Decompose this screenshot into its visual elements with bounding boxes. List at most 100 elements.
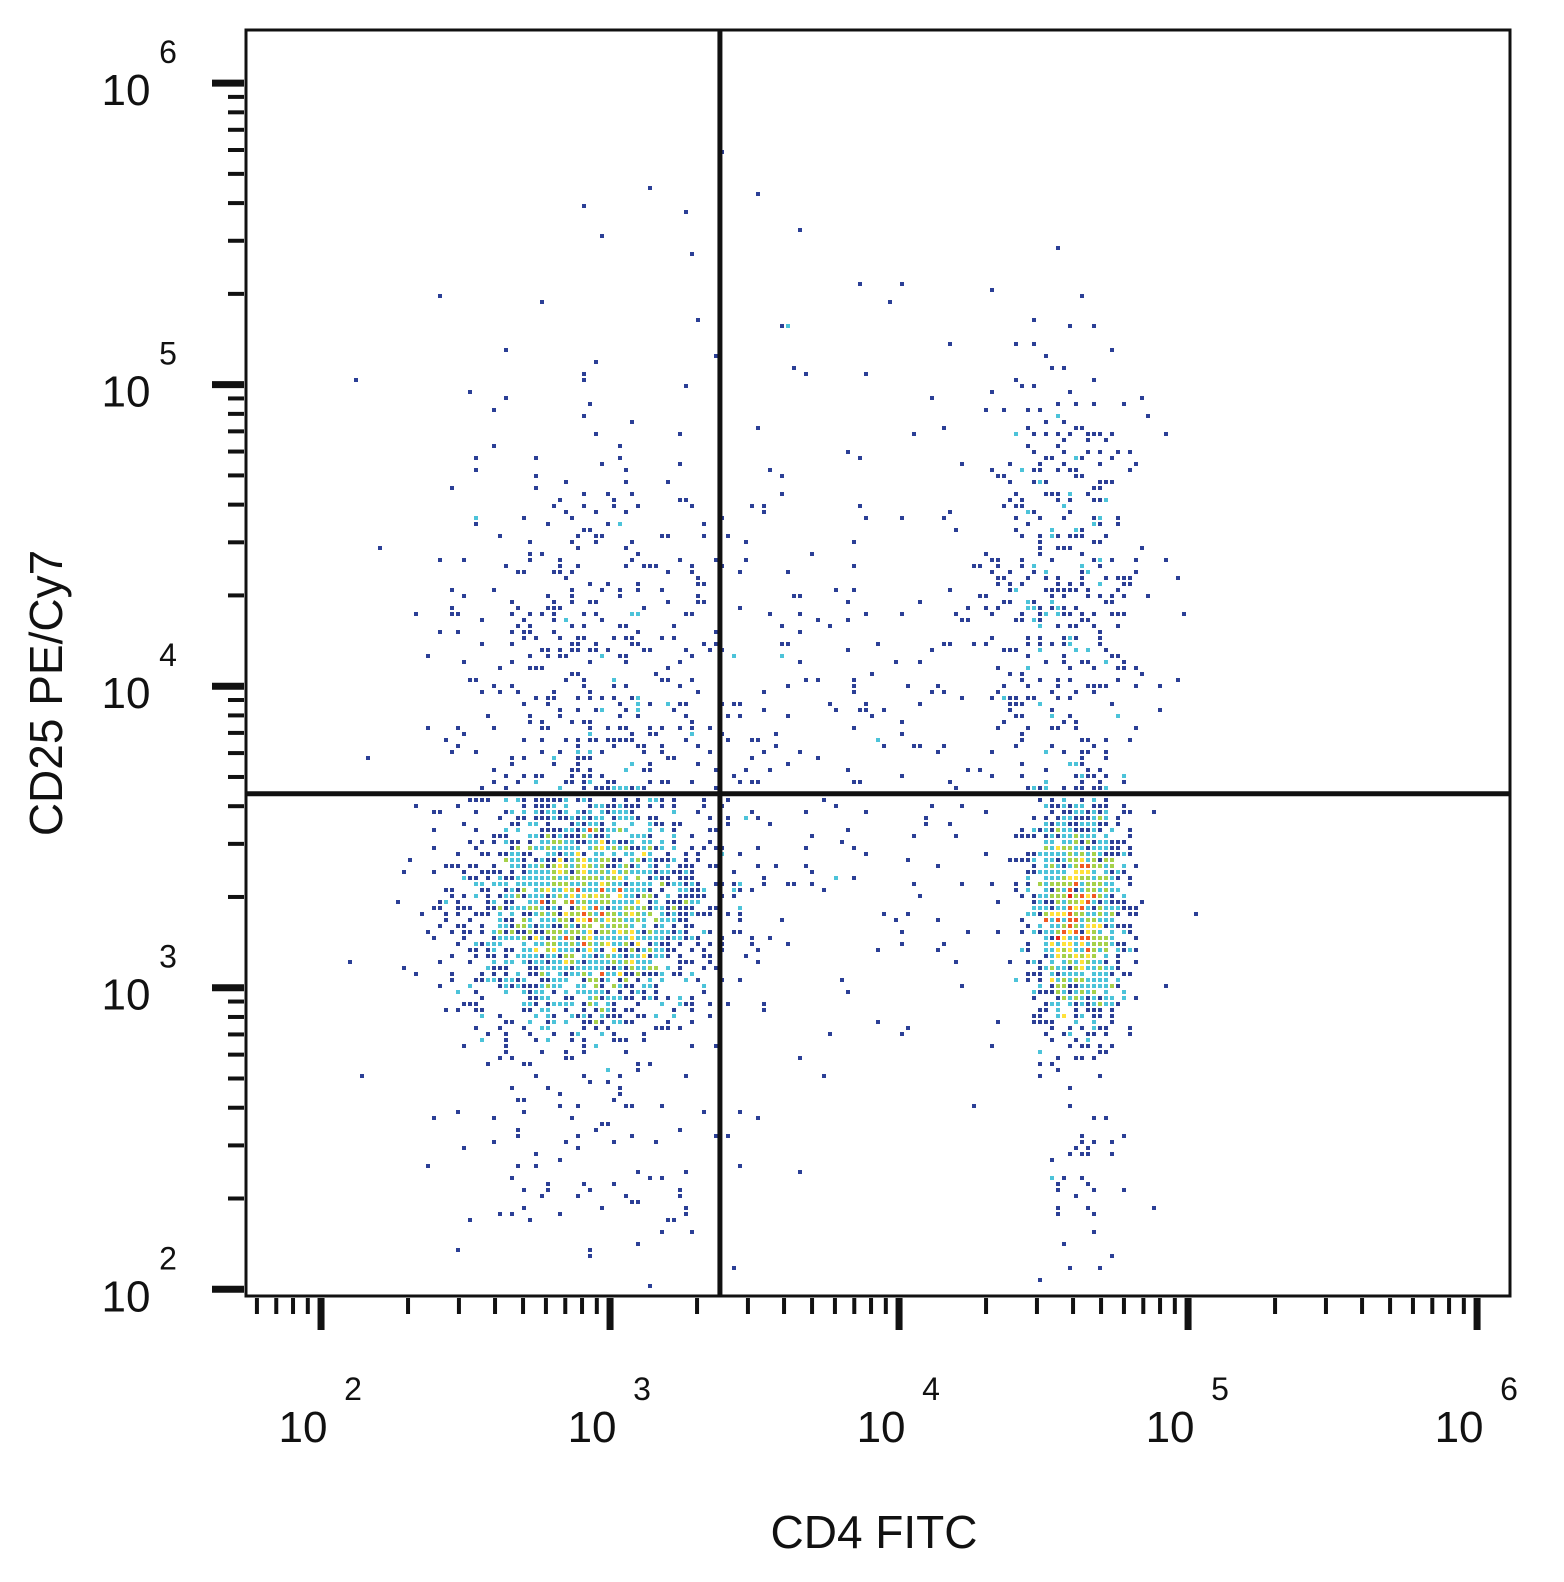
event-dot <box>540 804 544 808</box>
event-dot <box>606 942 610 946</box>
event-dot <box>1002 504 1006 508</box>
event-dot <box>582 930 586 934</box>
event-dot <box>588 954 592 958</box>
event-dot <box>624 636 628 640</box>
event-dot <box>570 834 574 838</box>
event-dot <box>1068 678 1072 682</box>
event-dot <box>612 1014 616 1018</box>
event-dot <box>942 690 946 694</box>
event-dot <box>594 918 598 922</box>
event-dot <box>936 684 940 688</box>
event-dot <box>570 912 574 916</box>
event-dot <box>576 924 580 928</box>
event-dot <box>1020 498 1024 502</box>
event-dot <box>1098 822 1102 826</box>
event-dot <box>522 1206 526 1210</box>
event-dot <box>1092 864 1096 868</box>
event-dot <box>1086 966 1090 970</box>
event-dot <box>834 804 838 808</box>
event-dot <box>528 630 532 634</box>
event-dot <box>546 822 550 826</box>
event-dot <box>876 642 880 646</box>
event-dot <box>1056 900 1060 904</box>
event-dot <box>606 1008 610 1012</box>
event-dot <box>1050 894 1054 898</box>
event-dot <box>1074 870 1078 874</box>
event-dot <box>696 942 700 946</box>
event-dot <box>540 300 544 304</box>
event-dot <box>1086 1146 1090 1150</box>
event-dot <box>1062 654 1066 658</box>
event-dot <box>690 924 694 928</box>
event-dot <box>606 966 610 970</box>
event-dot <box>648 1176 652 1180</box>
event-dot <box>708 750 712 754</box>
event-dot <box>540 798 544 802</box>
event-dot <box>612 678 616 682</box>
event-dot <box>672 972 676 976</box>
event-dot <box>588 966 592 970</box>
event-dot <box>1068 858 1072 862</box>
event-dot <box>660 948 664 952</box>
event-dot <box>600 654 604 658</box>
event-dot <box>1026 600 1030 604</box>
event-dot <box>1080 870 1084 874</box>
event-dot <box>582 504 586 508</box>
event-dot <box>960 618 964 622</box>
event-dot <box>1062 594 1066 598</box>
event-dot <box>798 1170 802 1174</box>
event-dot <box>606 786 610 790</box>
event-dot <box>738 780 742 784</box>
event-dot <box>588 1002 592 1006</box>
event-dot <box>1056 1014 1060 1018</box>
event-dot <box>1128 468 1132 472</box>
event-dot <box>522 918 526 922</box>
event-dot <box>552 924 556 928</box>
event-dot <box>630 1200 634 1204</box>
event-dot <box>546 900 550 904</box>
event-dot <box>504 882 508 886</box>
event-dot <box>1044 822 1048 826</box>
event-dot <box>528 882 532 886</box>
event-dot <box>618 906 622 910</box>
event-dot <box>642 744 646 748</box>
event-dot <box>582 414 586 418</box>
event-dot <box>582 942 586 946</box>
event-dot <box>1026 642 1030 646</box>
event-dot <box>1008 702 1012 706</box>
event-dot <box>546 942 550 946</box>
event-dot <box>1098 486 1102 490</box>
event-dot <box>666 678 670 682</box>
event-dot <box>1014 588 1018 592</box>
event-dot <box>1038 966 1042 970</box>
event-dot <box>510 948 514 952</box>
event-dot <box>1062 840 1066 844</box>
event-dot <box>666 864 670 868</box>
event-dot <box>1026 606 1030 610</box>
event-dot <box>534 990 538 994</box>
event-dot <box>636 714 640 718</box>
event-dot <box>684 1212 688 1216</box>
event-dot <box>996 582 1000 586</box>
event-dot <box>558 810 562 814</box>
event-dot <box>966 930 970 934</box>
event-dot <box>534 1152 538 1156</box>
event-dot <box>570 924 574 928</box>
event-dot <box>570 672 574 676</box>
event-dot <box>1092 978 1096 982</box>
event-dot <box>1128 912 1132 916</box>
event-dot <box>1128 1026 1132 1030</box>
event-dot <box>972 1104 976 1108</box>
event-dot <box>450 978 454 982</box>
event-dot <box>1062 816 1066 820</box>
event-dot <box>1068 510 1072 514</box>
event-dot <box>600 894 604 898</box>
event-dot <box>570 966 574 970</box>
event-dot <box>642 834 646 838</box>
event-dot <box>606 936 610 940</box>
event-dot <box>1032 906 1036 910</box>
event-dot <box>690 948 694 952</box>
event-dot <box>618 588 622 592</box>
event-dot <box>1086 1152 1090 1156</box>
event-dot <box>630 816 634 820</box>
